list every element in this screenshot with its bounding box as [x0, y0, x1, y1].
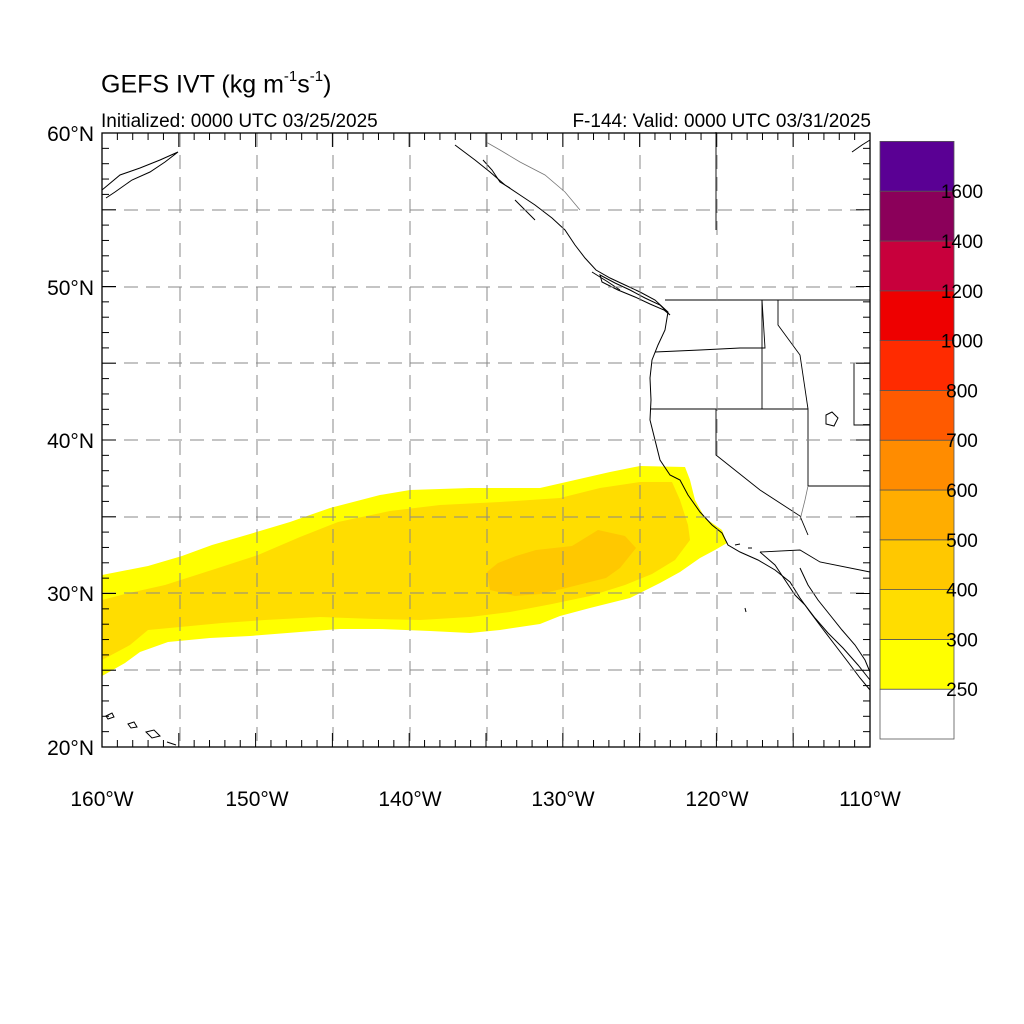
ivt-field — [102, 466, 727, 676]
baja-coast — [759, 551, 871, 681]
colorbar-label: 800 — [946, 381, 978, 402]
colorbar-swatch — [879, 190, 955, 242]
colorbar-label: 400 — [946, 581, 978, 602]
lon-label-160w: 160°W — [70, 788, 133, 811]
lat-axis-labels: 60°N 50°N 40°N 30°N 20°N — [47, 123, 94, 760]
axis-ticks — [101, 132, 871, 748]
colorbar-label: 500 — [946, 531, 978, 552]
or-ca-border — [651, 408, 870, 487]
ivt-band-400 — [487, 530, 636, 596]
canada-us-border — [665, 132, 870, 301]
colorbar-swatch — [879, 290, 955, 341]
ivt-band-300 — [102, 482, 690, 660]
lon-label-150w: 150°W — [225, 788, 288, 811]
sitka-islands — [482, 159, 621, 291]
colorbar-swatch — [879, 140, 955, 192]
hawaii-islands — [105, 712, 177, 746]
colorbar-swatch — [879, 688, 955, 740]
us-mexico-border — [759, 549, 871, 573]
colorbar-label: 1000 — [941, 332, 983, 353]
lat-label-60: 60°N — [47, 123, 94, 146]
great-salt-lake — [825, 411, 839, 427]
ca-nv-border — [715, 409, 809, 536]
gulf-coast — [799, 567, 871, 673]
vancouver-island — [599, 274, 671, 316]
lon-label-110w: 110°W — [839, 788, 901, 811]
colorbar-label: 1600 — [941, 182, 983, 203]
alaska-coast — [101, 151, 179, 199]
lat-label-50: 50°N — [47, 277, 94, 300]
colorbar-label: 1200 — [941, 282, 983, 303]
colorbar-label: 700 — [946, 431, 978, 452]
colorbar-swatch — [879, 389, 955, 441]
lat-label-40: 40°N — [47, 430, 94, 453]
graticule — [102, 133, 870, 747]
coastlines — [101, 139, 871, 746]
lon-label-120w: 120°W — [685, 788, 748, 811]
lat-label-30: 30°N — [47, 583, 94, 606]
channel-islands — [734, 543, 752, 613]
valid-time: F-144: Valid: 0000 UTC 03/31/2025 — [572, 111, 871, 132]
colorbar-swatch — [879, 240, 955, 292]
lat-label-20: 20°N — [47, 737, 94, 760]
colorbar-swatch — [879, 639, 955, 690]
lon-label-130w: 130°W — [531, 788, 594, 811]
lon-label-140w: 140°W — [378, 788, 441, 811]
idaho-border — [761, 300, 809, 410]
colorbar-label: 250 — [946, 680, 978, 701]
colorbar-label: 300 — [946, 630, 978, 651]
wa-or-border — [654, 299, 766, 353]
colorbar-label: 1400 — [941, 232, 983, 253]
lon-axis-labels: 160°W 150°W 140°W 130°W 120°W 110°W — [70, 788, 901, 811]
colorbar-swatch — [879, 489, 955, 541]
colorbar-swatch — [879, 439, 955, 491]
colorbar-swatch — [879, 589, 955, 640]
init-time: Initialized: 0000 UTC 03/25/2025 — [101, 111, 378, 132]
northeast-corner — [851, 139, 871, 153]
colorbar-swatch — [879, 539, 955, 590]
colorbar: 250 300 400 500 600 700 800 1000 1200 1400 1600 — [879, 140, 983, 740]
rivers — [485, 141, 809, 521]
colorbar-label: 600 — [946, 481, 978, 502]
map-title: GEFS IVT (kg m-1s-1) — [101, 68, 332, 99]
